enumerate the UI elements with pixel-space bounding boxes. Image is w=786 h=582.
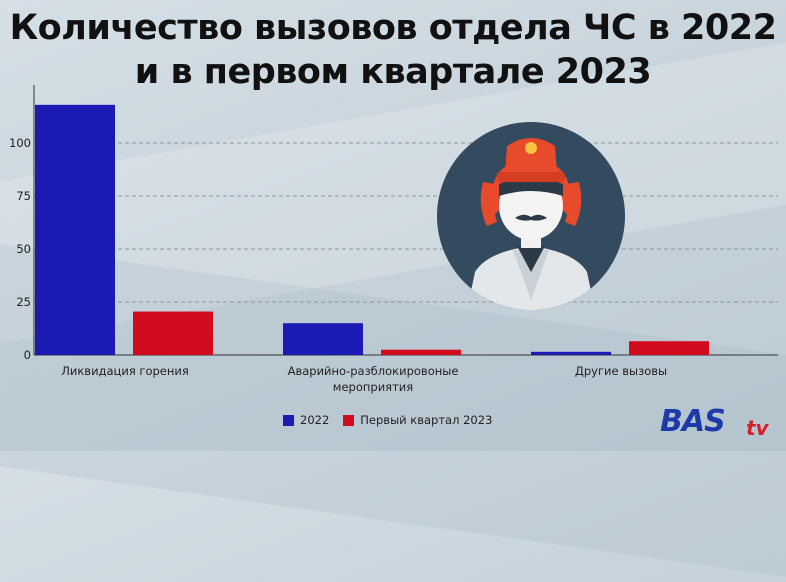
legend-label: 2022 — [300, 413, 330, 427]
y-tick-label: 100 — [9, 136, 31, 150]
y-tick-label: 0 — [24, 348, 31, 362]
bar-2022 — [283, 323, 363, 355]
chart-title: Количество вызовов отдела ЧС в 2022 и в … — [9, 8, 777, 92]
y-tick-label: 75 — [16, 189, 31, 203]
bar-q1-2023 — [629, 341, 709, 355]
y-tick-label: 50 — [16, 242, 31, 256]
x-tick-label: Аварийно-разблокировоные — [288, 364, 459, 378]
legend-swatch — [283, 414, 294, 426]
legend-label: Первый квартал 2023 — [360, 413, 493, 427]
bar-2022 — [531, 351, 611, 355]
bar-2022 — [35, 104, 115, 355]
chart-legend: 2022 Первый квартал 2023 — [283, 412, 506, 428]
y-tick-label: 25 — [16, 295, 31, 309]
bas-tv-logo: BAS tv — [660, 404, 776, 442]
bar-q1-2023 — [133, 311, 213, 355]
bar-q1-2023 — [381, 349, 461, 355]
legend-item-q1-2023: Первый квартал 2023 — [343, 413, 492, 427]
bar-chart: 0 25 50 75 100 Ликвидация горения Аварийно-раз… — [9, 85, 778, 394]
x-tick-label: мероприятия — [333, 380, 413, 394]
legend-swatch — [343, 414, 355, 426]
firefighter-avatar-icon — [437, 122, 625, 310]
legend-item-2022: 2022 — [283, 413, 329, 427]
logo-bas-text: BAS — [660, 404, 726, 439]
logo-tv-text: tv — [746, 416, 769, 440]
x-tick-label: Ликвидация горения — [61, 364, 189, 378]
x-tick-label: Другие вызовы — [575, 364, 667, 378]
